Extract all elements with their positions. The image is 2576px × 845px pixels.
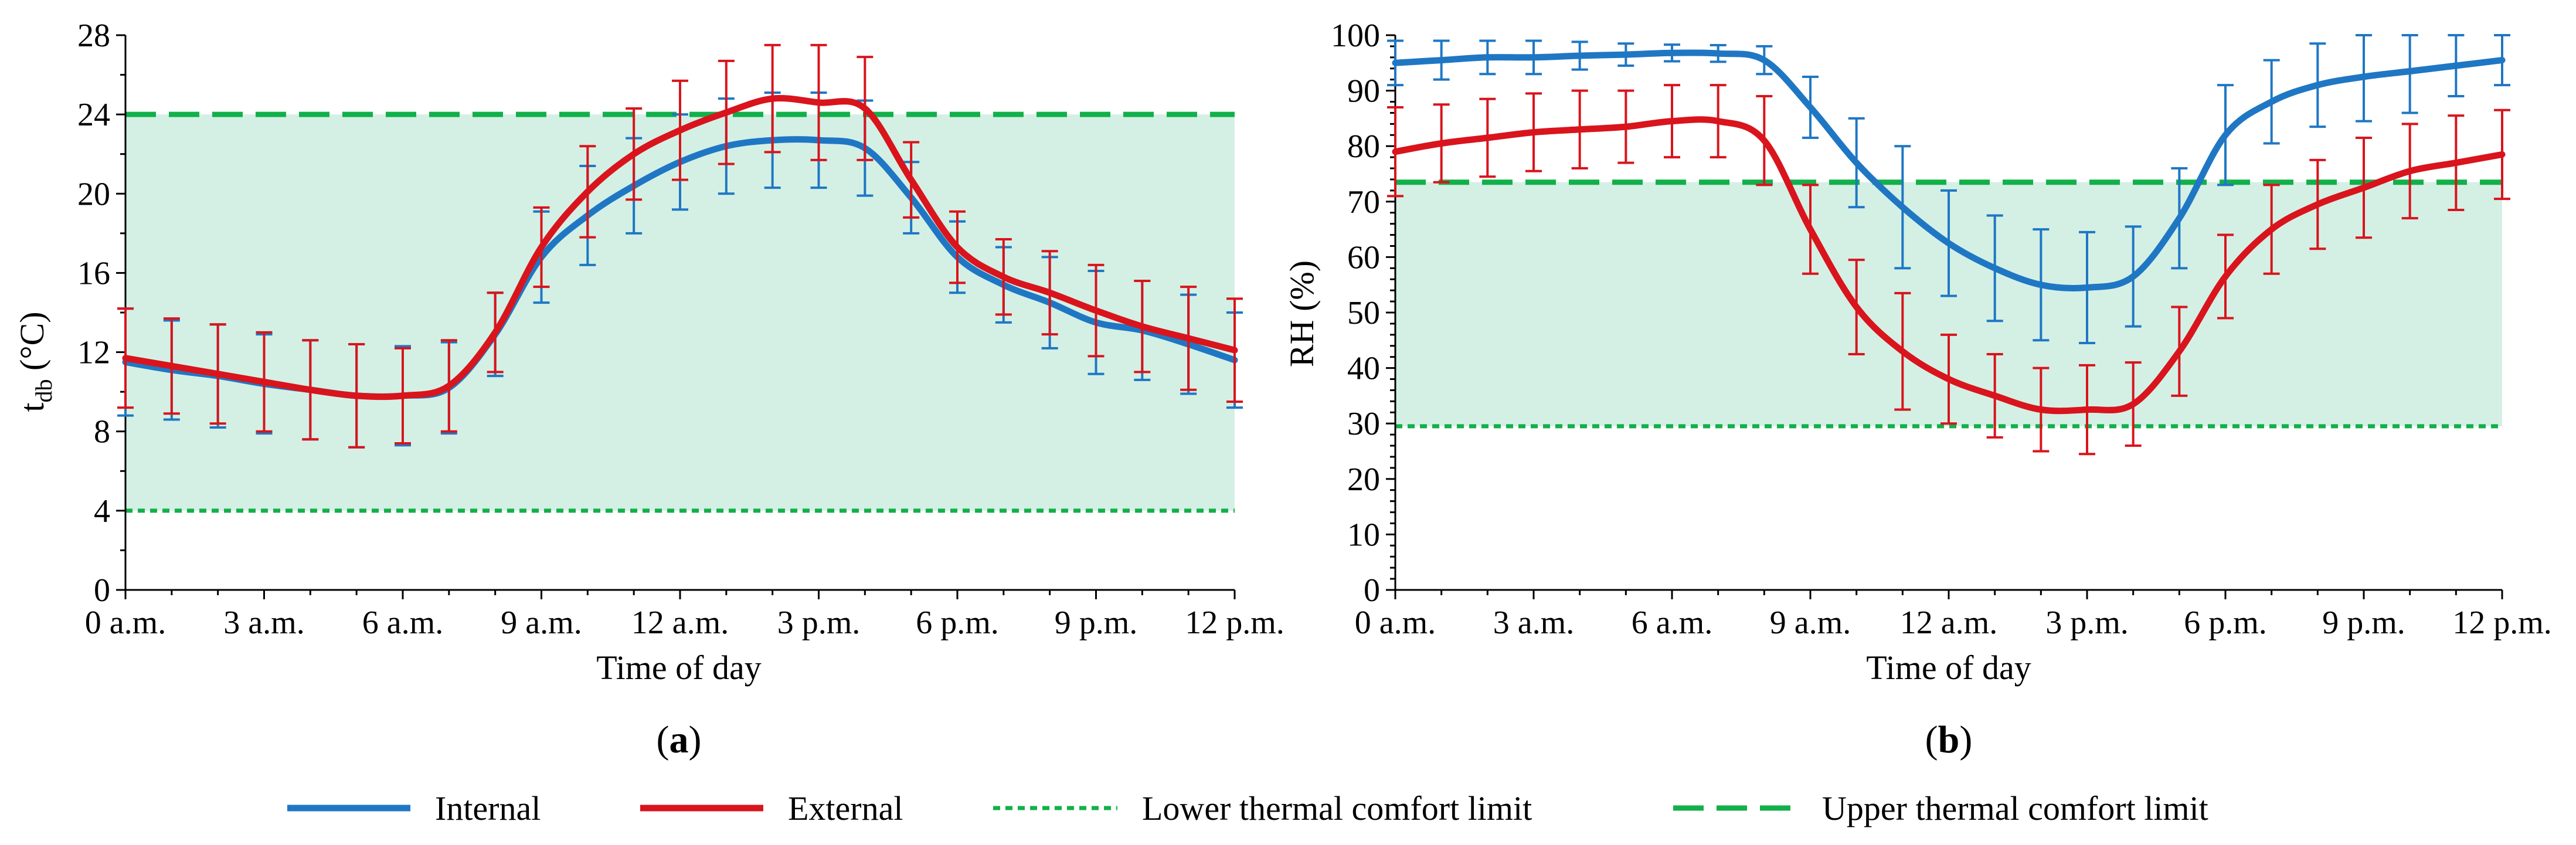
x-tick-label: 3 a.m. (223, 605, 304, 641)
x-tick-label: 9 a.m. (501, 605, 582, 641)
y-axis-title-subscript: db (30, 379, 57, 402)
y-tick-label: 70 (1347, 184, 1380, 220)
panel-label-b: (b) (1925, 718, 1973, 761)
y-tick-label: 40 (1347, 351, 1380, 387)
x-tick-label: 6 p.m. (2184, 605, 2267, 641)
x-tick-label: 12 a.m. (631, 605, 729, 641)
panel-b-humidity-chart: 0 10 20 30 40 50 60 70 80 90 100 0 a.m. 3 a.m. 6 a.m.… (1283, 18, 2552, 761)
panel-letter-b: b (1938, 718, 1960, 761)
y-tick-label: 0 (94, 572, 110, 609)
y-axis-title-main: t (13, 402, 51, 412)
legend-item-2: External (640, 789, 903, 827)
x-tick-label: 9 p.m. (2322, 605, 2405, 641)
x-tick-label: 12 p.m. (2452, 605, 2552, 641)
series-internal (1387, 34, 2510, 345)
x-axis-title: Time of day (596, 649, 761, 687)
y-tick-label: 0 (1364, 572, 1380, 609)
y-tick-label: 90 (1347, 73, 1380, 110)
y-tick-label: 20 (77, 176, 110, 212)
x-tick-label: 9 a.m. (1770, 605, 1851, 641)
y-tick-label: 20 (1347, 461, 1380, 498)
x-tick-label: 0 a.m. (85, 605, 166, 641)
legend-item-1: Internal (287, 789, 541, 827)
x-tick-label: 3 p.m. (2045, 605, 2129, 641)
legend-item-4: Upper thermal comfort limit (1673, 789, 2208, 827)
series-line-external (122, 95, 1238, 401)
series-external (117, 43, 1243, 449)
x-tick-label: 6 a.m. (1632, 605, 1712, 641)
y-tick-label: 60 (1347, 239, 1380, 276)
x-tick-label: 12 p.m. (1185, 605, 1284, 641)
panel-label-a: (a) (657, 718, 702, 761)
y-axis-title: tdb (°C) (13, 311, 57, 412)
x-tick-label: 9 p.m. (1055, 605, 1138, 641)
ticks: 0 10 20 30 40 50 60 70 80 90 100 0 a.m. 3 a.m. 6 a.m.… (1331, 18, 2552, 641)
y-tick-label: 28 (77, 18, 110, 54)
y-tick-label: 10 (1347, 517, 1380, 553)
ticks: 0 4 8 12 16 20 24 28 0 a.m. 3 a.m. 6 a.m. 9 a.m. 12 … (77, 18, 1284, 641)
legend-label: Upper thermal comfort limit (1822, 789, 2208, 827)
y-tick-label: 24 (77, 97, 110, 133)
series-line-external (1392, 116, 2506, 415)
comfort-limits (125, 111, 1235, 513)
series-external (1387, 84, 2510, 456)
y-axis-title: RH (%) (1283, 260, 1321, 367)
legend-label: External (788, 789, 903, 827)
y-tick-label: 80 (1347, 128, 1380, 165)
y-tick-label: 8 (94, 414, 110, 450)
x-tick-label: 12 a.m. (1900, 605, 1997, 641)
legend-item-3: Lower thermal comfort limit (993, 789, 1532, 827)
y-tick-label: 30 (1347, 406, 1380, 442)
x-tick-label: 3 p.m. (777, 605, 861, 641)
legend-label: Lower thermal comfort limit (1142, 789, 1532, 827)
x-tick-label: 6 a.m. (362, 605, 443, 641)
y-axis-title-unit: (°C) (13, 311, 51, 379)
series (1387, 34, 2510, 456)
panel-a-temperature-chart: 0 4 8 12 16 20 24 28 0 a.m. 3 a.m. 6 a.m. 9 a.m. 12 … (13, 18, 1284, 761)
y-tick-label: 12 (77, 335, 110, 371)
series-line-internal (1392, 49, 2506, 291)
series (117, 43, 1243, 449)
x-tick-label: 0 a.m. (1355, 605, 1436, 641)
y-tick-label: 4 (94, 493, 110, 530)
legend-label: Internal (435, 789, 541, 827)
legend: Internal External Lower thermal comfort li… (287, 789, 2208, 827)
x-axis-title: Time of day (1866, 649, 2031, 687)
y-tick-label: 100 (1331, 18, 1380, 54)
y-tick-label: 16 (77, 255, 110, 291)
x-tick-label: 6 p.m. (916, 605, 999, 641)
panel-letter-a: a (670, 718, 689, 761)
x-tick-label: 3 a.m. (1493, 605, 1574, 641)
y-tick-label: 50 (1347, 295, 1380, 331)
